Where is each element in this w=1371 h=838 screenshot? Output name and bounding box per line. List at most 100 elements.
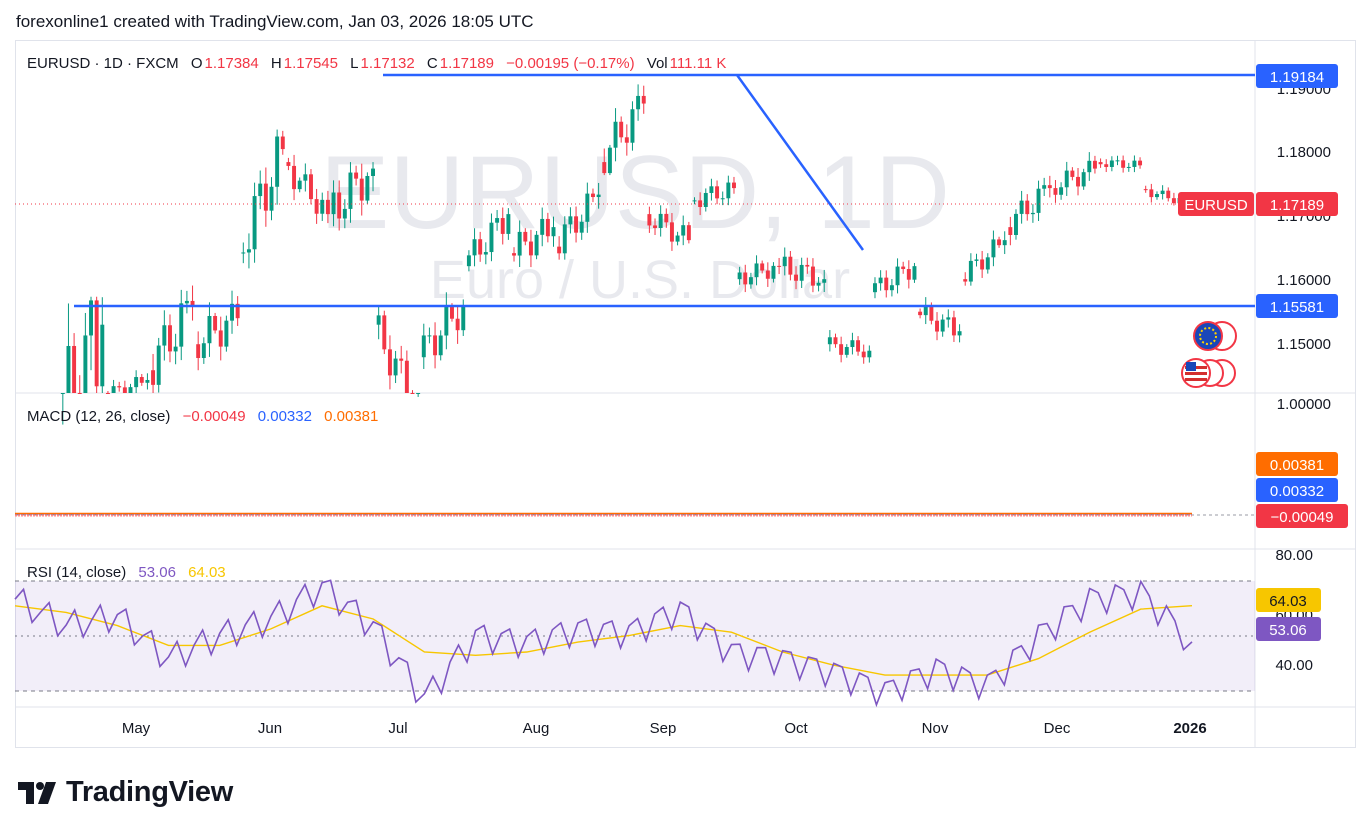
candle-up: [844, 347, 849, 355]
time-tick: Jul: [388, 720, 407, 737]
chart-container[interactable]: [15, 40, 1356, 748]
candle-up: [974, 259, 979, 261]
candle-down: [929, 306, 934, 321]
candle-down: [455, 318, 460, 331]
candle-up: [1155, 194, 1159, 198]
candle-down: [884, 277, 889, 291]
candle-down: [624, 137, 629, 143]
candle-down: [404, 360, 409, 393]
rsi-ma-value: 64.03: [188, 564, 226, 581]
candle-up: [1042, 185, 1047, 189]
rsi-title: RSI (14, close): [27, 564, 127, 581]
rsi-legend[interactable]: RSI (14, close) 53.06 64.03: [27, 564, 228, 581]
svg-text:EURUSD: EURUSD: [1184, 197, 1248, 214]
candle-up: [1030, 212, 1035, 215]
candle-up: [827, 337, 832, 345]
symbol-tag: EURUSD: [1178, 192, 1254, 216]
candle-up: [985, 257, 990, 270]
candle-down: [557, 246, 562, 254]
eu-flag-event-icon[interactable]: [1193, 321, 1237, 351]
candle-up: [681, 225, 686, 236]
svg-text:0.00381: 0.00381: [1270, 457, 1324, 474]
candle-up: [799, 264, 804, 281]
rsi-axis-tick: 40.00: [1275, 657, 1313, 674]
trend-line[interactable]: [735, 74, 865, 251]
tradingview-wordmark: TradingView: [66, 776, 233, 808]
candle-down: [354, 172, 359, 179]
candle-up: [630, 109, 635, 143]
candle-down: [1047, 185, 1052, 189]
candle-up: [1160, 190, 1165, 195]
tradingview-logo[interactable]: TradingView: [18, 776, 233, 809]
high-value: 1.17545: [283, 55, 338, 72]
candle-up: [184, 300, 189, 304]
candle-down: [433, 335, 438, 356]
candle-down: [653, 225, 657, 228]
candle-up: [889, 285, 894, 291]
ohlc-legend[interactable]: EURUSD · 1D · FXCM O 1.17384 H 1.17545 L 1.…: [27, 55, 728, 72]
candle-up: [957, 331, 962, 336]
candle-down: [314, 199, 319, 214]
symbol-label: EURUSD · 1D · FXCM: [27, 55, 179, 72]
time-axis: May Jun Jul Aug Sep Oct Nov Dec 2026: [122, 720, 1207, 737]
watermark-symbol: EURUSD, 1D: [320, 135, 950, 251]
candle-up: [748, 277, 753, 285]
candle-down: [760, 263, 765, 271]
candle-up: [782, 256, 787, 267]
low-value: 1.17132: [360, 55, 415, 72]
candle-up: [173, 346, 178, 352]
candles-group: [60, 84, 1188, 425]
svg-text:0.00332: 0.00332: [1270, 483, 1324, 500]
candle-down: [1104, 164, 1109, 167]
macd-legend[interactable]: MACD (12, 26, close) −0.00049 0.00332 0.…: [27, 408, 380, 425]
time-tick: 2026: [1173, 720, 1206, 737]
candle-down: [280, 136, 285, 150]
candle-up: [1064, 170, 1069, 188]
low-label: L: [350, 55, 359, 72]
candle-up: [60, 393, 65, 394]
candle-up: [111, 386, 116, 393]
candle-down: [105, 393, 110, 394]
candle-up: [1132, 160, 1137, 167]
candle-up: [489, 222, 494, 253]
candle-up: [179, 303, 184, 347]
candle-up: [365, 175, 370, 201]
candle-down: [980, 259, 985, 270]
candle-down: [337, 192, 342, 219]
candle-up: [1126, 166, 1131, 168]
candle-up: [303, 174, 308, 181]
candle-up: [675, 235, 680, 242]
candle-down: [1143, 189, 1148, 191]
candle-up: [534, 234, 539, 256]
us-flag-event-icon[interactable]: [1181, 358, 1236, 388]
rsi-ma-value-label: 64.03: [1256, 588, 1321, 612]
candle-up: [156, 345, 161, 385]
candle-up: [703, 192, 708, 207]
price-tick: 1.15000: [1277, 336, 1331, 353]
candle-up: [568, 216, 573, 225]
candle-up: [348, 172, 353, 209]
candle-down: [94, 300, 99, 387]
close-label: C: [426, 55, 438, 72]
candle-down: [235, 303, 240, 319]
candle-up: [162, 325, 167, 346]
candle-up: [540, 218, 545, 235]
candle-down: [117, 386, 122, 388]
candle-up: [297, 180, 302, 190]
candle-up: [991, 239, 996, 258]
candle-up: [230, 303, 234, 321]
svg-text:1.15581: 1.15581: [1270, 299, 1324, 316]
candle-down: [935, 320, 939, 332]
candle-down: [602, 162, 607, 174]
candle-up: [438, 335, 443, 356]
candle-up: [1002, 240, 1007, 246]
signal-value-label: 0.00381: [1256, 452, 1338, 476]
time-tick: Oct: [784, 720, 808, 737]
last-price-label: 1.17189: [1256, 192, 1338, 216]
svg-text:1.19184: 1.19184: [1270, 69, 1324, 86]
candle-up: [946, 317, 951, 320]
candle-down: [641, 95, 646, 104]
macd-value-label: 0.00332: [1256, 478, 1338, 502]
candle-up: [275, 136, 280, 187]
